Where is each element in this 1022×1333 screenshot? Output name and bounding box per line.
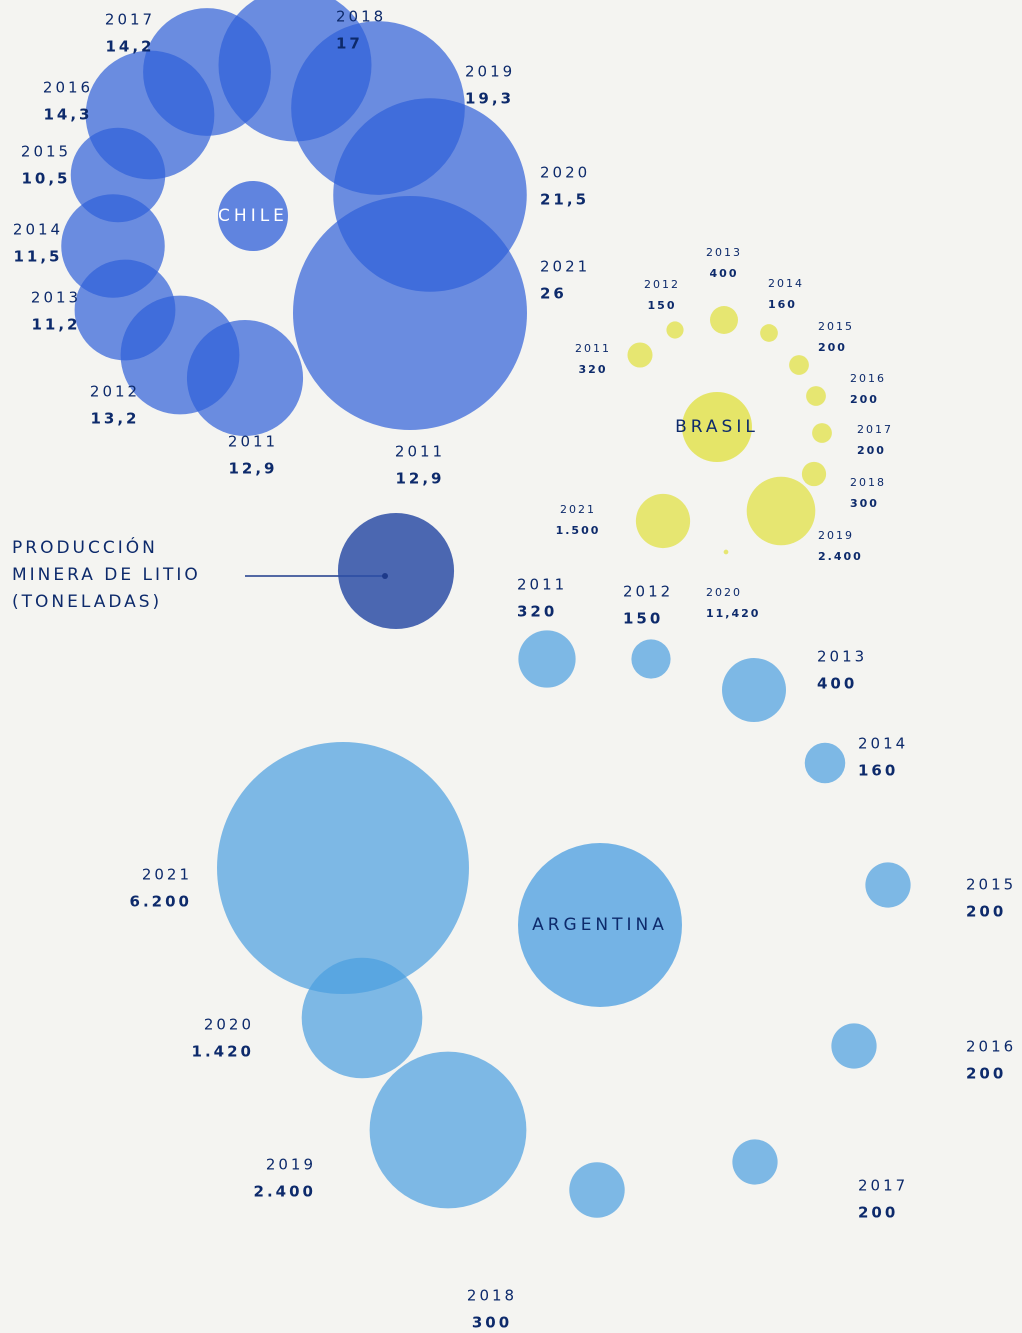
year-label: 2017 (858, 1177, 908, 1195)
year-label: 2012 (90, 383, 140, 401)
bubble (724, 550, 729, 555)
value-label: 2.400 (254, 1183, 316, 1201)
value-label: 1.500 (556, 524, 601, 537)
year-label: 2016 (966, 1038, 1016, 1056)
value-label: 10,5 (21, 170, 70, 188)
value-label: 300 (472, 1314, 512, 1332)
bubble (747, 477, 816, 546)
year-label: 2021 (560, 503, 596, 516)
year-label: 2012 (644, 278, 680, 291)
legend-dot (382, 573, 388, 579)
legend-value: 12,9 (395, 470, 444, 488)
value-label: 13,2 (90, 410, 139, 428)
bubble (627, 342, 652, 367)
year-label: 2019 (465, 63, 515, 81)
year-label: 2018 (467, 1287, 517, 1305)
value-label: 200 (818, 341, 847, 354)
bubble (805, 743, 845, 783)
year-label: 2014 (768, 277, 804, 290)
bubble (789, 355, 809, 375)
year-label: 2013 (817, 648, 867, 666)
bubble (732, 1139, 777, 1184)
year-label: 2018 (850, 476, 886, 489)
value-label: 11,5 (13, 248, 62, 266)
bubble (217, 742, 469, 994)
year-label: 2011 (228, 433, 278, 451)
year-label: 2021 (142, 866, 192, 884)
year-label: 2020 (706, 586, 742, 599)
value-label: 160 (858, 762, 898, 780)
infographic: CHILE 2011 12,9 2012 13,2 2013 11,2 2014 11,5 201… (0, 0, 1022, 1333)
bubble (806, 386, 826, 406)
bubble (710, 306, 738, 334)
value-label: 160 (768, 298, 797, 311)
legend-bubble (338, 513, 454, 629)
value-label: 300 (850, 497, 879, 510)
value-label: 320 (579, 363, 608, 376)
value-label: 12,9 (228, 460, 277, 478)
bubble (865, 862, 910, 907)
year-label: 2013 (31, 289, 81, 307)
value-label: 320 (517, 603, 557, 621)
value-label: 200 (966, 903, 1006, 921)
country-name: CHILE (218, 206, 288, 226)
year-label: 2017 (857, 423, 893, 436)
legend-label: MINERA DE LITIO (12, 565, 201, 585)
year-label: 2016 (850, 372, 886, 385)
year-label: 2015 (966, 876, 1016, 894)
bubble (666, 321, 683, 338)
value-label: 11,420 (706, 607, 760, 620)
legend-label: (TONELADAS) (12, 592, 162, 612)
country-name: ARGENTINA (532, 915, 668, 935)
value-label: 400 (710, 267, 739, 280)
value-label: 2.400 (818, 550, 863, 563)
bubble (370, 1052, 527, 1209)
year-label: 2011 (517, 576, 567, 594)
year-label: 2019 (266, 1156, 316, 1174)
value-label: 26 (540, 285, 567, 303)
year-label: 2012 (623, 583, 673, 601)
bubble (812, 423, 832, 443)
year-label: 2013 (706, 246, 742, 259)
year-label: 2020 (204, 1016, 254, 1034)
year-label: 2016 (43, 79, 93, 97)
bubble (293, 196, 527, 430)
bubble (631, 639, 670, 678)
value-label: 14,3 (43, 106, 92, 124)
value-label: 17 (336, 35, 363, 53)
value-label: 21,5 (540, 191, 589, 209)
year-label: 2014 (13, 221, 63, 239)
value-label: 200 (850, 393, 879, 406)
value-label: 200 (857, 444, 886, 457)
year-label: 2014 (858, 735, 908, 753)
legend-label: PRODUCCIÓN (12, 536, 158, 558)
bubble (802, 462, 826, 486)
value-label: 1.420 (192, 1043, 254, 1061)
value-label: 200 (966, 1065, 1006, 1083)
value-label: 6.200 (130, 893, 192, 911)
bubble (518, 630, 575, 687)
bubble (636, 494, 690, 548)
value-label: 150 (648, 299, 677, 312)
year-label: 2018 (336, 8, 386, 26)
value-label: 150 (623, 610, 663, 628)
value-label: 400 (817, 675, 857, 693)
value-label: 11,2 (31, 316, 80, 334)
bubble (760, 324, 778, 342)
country-name: BRASIL (675, 417, 759, 437)
year-label: 2021 (540, 258, 590, 276)
year-label: 2015 (818, 320, 854, 333)
year-label: 2020 (540, 164, 590, 182)
year-label: 2011 (575, 342, 611, 355)
value-label: 200 (858, 1204, 898, 1222)
value-label: 14,2 (105, 38, 154, 56)
bubble (722, 658, 786, 722)
year-label: 2019 (818, 529, 854, 542)
legend-year: 2011 (395, 443, 445, 461)
value-label: 19,3 (465, 90, 514, 108)
bubble (569, 1162, 624, 1217)
year-label: 2017 (105, 11, 155, 29)
bubble (831, 1023, 876, 1068)
year-label: 2015 (21, 143, 71, 161)
